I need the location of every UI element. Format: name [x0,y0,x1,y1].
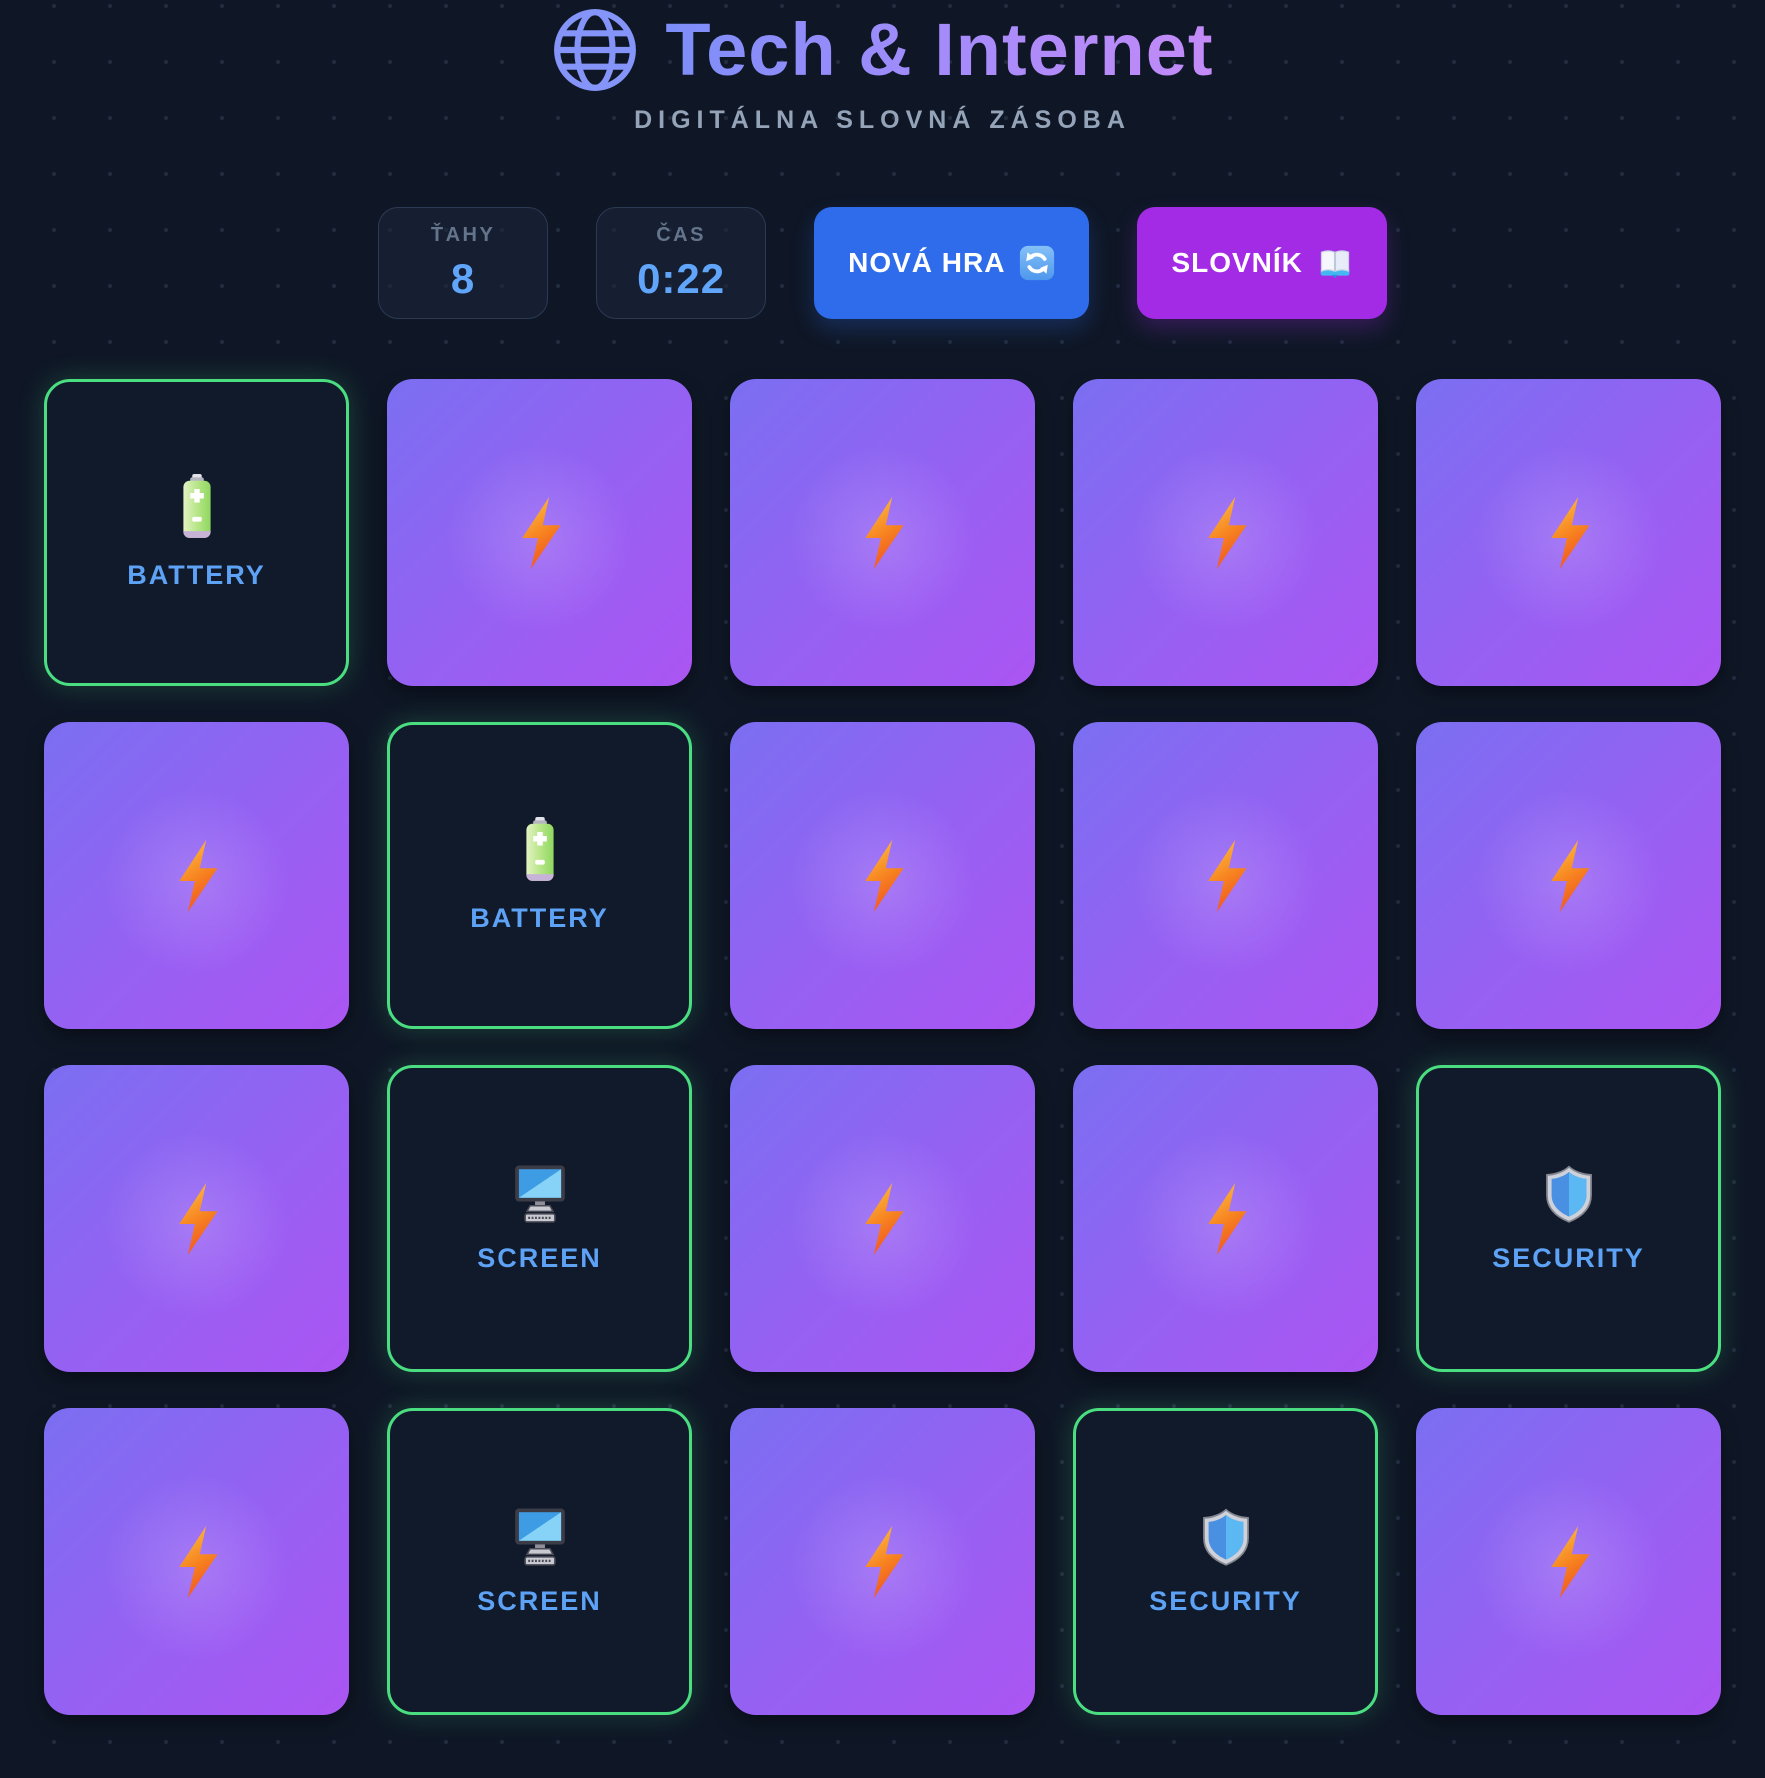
moves-stat: ŤAHY 8 [378,207,549,319]
stats-toolbar: ŤAHY 8 ČAS 0:22 NOVÁ HRA [378,207,1387,319]
memory-game-page: Tech & Internet DIGITÁLNA SLOVNÁ ZÁSOBA … [44,6,1721,1715]
card-face-down[interactable] [730,1408,1035,1715]
time-value: 0:22 [637,254,726,302]
dictionary-button[interactable]: SLOVNÍK [1137,207,1387,319]
card-face-down[interactable] [730,1065,1035,1372]
lightning-bolt-icon [515,494,565,572]
card-word-label: SECURITY [1492,1243,1645,1273]
card-battery[interactable]: BATTERY [387,722,692,1029]
card-word-label: SCREEN [477,1586,602,1616]
battery-icon [175,474,219,542]
moves-label: ŤAHY [430,223,496,246]
open-book-icon [1317,246,1353,280]
lightning-bolt-icon [1544,837,1594,915]
globe-icon [551,6,639,94]
screen-icon [509,1506,571,1568]
battery-icon [518,817,562,885]
card-battery[interactable]: BATTERY [44,379,349,686]
card-face-down[interactable] [387,379,692,686]
shield-icon [1197,1506,1255,1568]
card-face-down[interactable] [1416,1408,1721,1715]
card-security[interactable]: SECURITY [1416,1065,1721,1372]
card-screen[interactable]: SCREEN [387,1408,692,1715]
moves-value: 8 [450,254,476,302]
card-word-label: BATTERY [127,560,266,590]
lightning-bolt-icon [172,1180,222,1258]
lightning-bolt-icon [858,1180,908,1258]
card-face-down[interactable] [44,1408,349,1715]
card-face-down[interactable] [1073,379,1378,686]
shield-icon [1540,1163,1598,1225]
new-game-label: NOVÁ HRA [848,247,1006,278]
card-screen[interactable]: SCREEN [387,1065,692,1372]
card-word-label: BATTERY [470,903,609,933]
lightning-bolt-icon [1544,1523,1594,1601]
time-stat: ČAS 0:22 [596,207,767,319]
card-face-down[interactable] [1073,722,1378,1029]
new-game-button[interactable]: NOVÁ HRA [814,207,1090,319]
card-security[interactable]: SECURITY [1073,1408,1378,1715]
dictionary-label: SLOVNÍK [1171,247,1303,278]
lightning-bolt-icon [1544,494,1594,572]
card-grid: BATTERY BATTERY SCREEN SECURITY SCREEN SECURI… [44,379,1721,1715]
card-word-label: SECURITY [1149,1586,1302,1616]
card-face-down[interactable] [44,1065,349,1372]
lightning-bolt-icon [858,837,908,915]
card-word-label: SCREEN [477,1243,602,1273]
lightning-bolt-icon [1201,494,1251,572]
card-face-down[interactable] [730,379,1035,686]
card-face-down[interactable] [44,722,349,1029]
refresh-icon [1019,245,1055,281]
lightning-bolt-icon [172,1523,222,1601]
lightning-bolt-icon [858,1523,908,1601]
lightning-bolt-icon [858,494,908,572]
page-subtitle: DIGITÁLNA SLOVNÁ ZÁSOBA [634,106,1131,134]
lightning-bolt-icon [1201,837,1251,915]
lightning-bolt-icon [1201,1180,1251,1258]
card-face-down[interactable] [1416,722,1721,1029]
screen-icon [509,1163,571,1225]
lightning-bolt-icon [172,837,222,915]
page-title: Tech & Internet [665,8,1214,92]
page-header: Tech & Internet [551,6,1213,94]
card-face-down[interactable] [1416,379,1721,686]
card-face-down[interactable] [1073,1065,1378,1372]
card-face-down[interactable] [730,722,1035,1029]
time-label: ČAS [656,223,706,246]
